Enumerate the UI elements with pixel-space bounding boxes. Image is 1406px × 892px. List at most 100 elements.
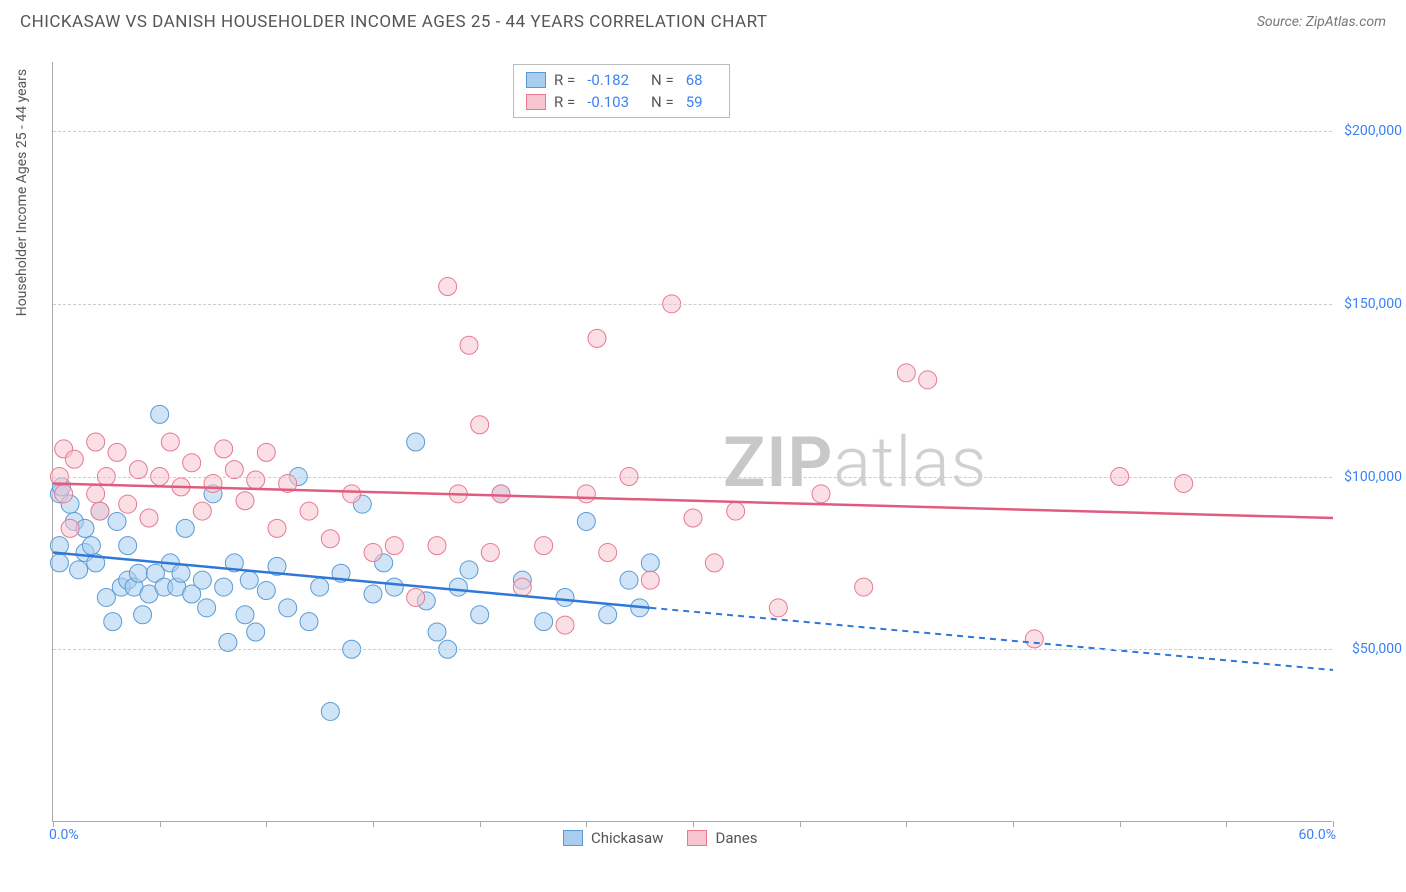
data-point bbox=[70, 561, 88, 579]
data-point bbox=[481, 544, 499, 562]
data-point bbox=[161, 433, 179, 451]
data-point bbox=[343, 485, 361, 503]
data-point bbox=[556, 588, 574, 606]
data-point bbox=[321, 702, 339, 720]
legend-stats-box: R =-0.182N =68R =-0.103N =59 bbox=[513, 64, 730, 118]
data-point bbox=[471, 416, 489, 434]
legend-stats-row: R =-0.103N =59 bbox=[514, 91, 729, 113]
data-point bbox=[449, 578, 467, 596]
data-point bbox=[134, 606, 152, 624]
data-point bbox=[193, 502, 211, 520]
plot-area: ZIPatlas R =-0.182N =68R =-0.103N =59 Ch… bbox=[52, 62, 1332, 822]
data-point bbox=[50, 554, 68, 572]
data-point bbox=[705, 554, 723, 572]
data-point bbox=[215, 440, 233, 458]
data-point bbox=[172, 564, 190, 582]
data-point bbox=[641, 554, 659, 572]
data-point bbox=[55, 485, 73, 503]
x-tick-mark bbox=[1120, 821, 1121, 827]
stat-r-label: R = bbox=[554, 71, 575, 89]
data-point bbox=[1025, 630, 1043, 648]
data-point bbox=[556, 616, 574, 634]
data-point bbox=[82, 537, 100, 555]
data-point bbox=[385, 537, 403, 555]
data-point bbox=[108, 443, 126, 461]
data-point bbox=[364, 544, 382, 562]
x-tick-mark bbox=[693, 821, 694, 827]
data-point bbox=[151, 405, 169, 423]
stat-r-value: -0.182 bbox=[587, 71, 629, 89]
data-point bbox=[620, 571, 638, 589]
data-point bbox=[727, 502, 745, 520]
gridline bbox=[53, 649, 1332, 650]
data-point bbox=[193, 571, 211, 589]
data-point bbox=[407, 588, 425, 606]
data-point bbox=[492, 485, 510, 503]
data-point bbox=[535, 613, 553, 631]
x-tick-mark bbox=[800, 821, 801, 827]
data-point bbox=[300, 613, 318, 631]
data-point bbox=[439, 278, 457, 296]
data-point bbox=[97, 588, 115, 606]
legend-swatch bbox=[563, 830, 583, 846]
legend-swatch bbox=[526, 94, 546, 110]
legend-label: Chickasaw bbox=[591, 829, 663, 847]
trend-line-extrap bbox=[650, 608, 1333, 670]
legend-stats-row: R = -0.182 N = 68 bbox=[514, 69, 729, 91]
gridline bbox=[53, 131, 1332, 132]
data-point bbox=[247, 623, 265, 641]
data-point bbox=[577, 485, 595, 503]
data-point bbox=[257, 443, 275, 461]
data-point bbox=[176, 519, 194, 537]
chart-header: CHICKASAW VS DANISH HOUSEHOLDER INCOME A… bbox=[0, 0, 1406, 40]
y-tick-label: $100,000 bbox=[1338, 469, 1402, 485]
data-point bbox=[460, 561, 478, 579]
stat-r-value: -0.103 bbox=[587, 93, 629, 111]
data-point bbox=[321, 530, 339, 548]
x-tick-label: 60.0% bbox=[1298, 827, 1336, 843]
stat-n-label: N = bbox=[651, 93, 674, 111]
chart-source: Source: ZipAtlas.com bbox=[1257, 14, 1386, 30]
legend-label: Danes bbox=[715, 829, 757, 847]
data-point bbox=[236, 606, 254, 624]
gridline bbox=[53, 477, 1332, 478]
x-tick-mark bbox=[266, 821, 267, 827]
data-point bbox=[407, 433, 425, 451]
data-point bbox=[247, 471, 265, 489]
data-point bbox=[87, 485, 105, 503]
data-point bbox=[119, 537, 137, 555]
data-point bbox=[300, 502, 318, 520]
data-point bbox=[215, 578, 233, 596]
data-point bbox=[104, 613, 122, 631]
stat-r-label: R = bbox=[554, 93, 575, 111]
stat-n-value: 68 bbox=[686, 71, 703, 89]
data-point bbox=[119, 495, 137, 513]
data-point bbox=[919, 371, 937, 389]
legend-swatch bbox=[687, 830, 707, 846]
data-point bbox=[812, 485, 830, 503]
data-point bbox=[61, 519, 79, 537]
legend-item: Chickasaw bbox=[563, 829, 663, 847]
x-tick-mark bbox=[1226, 821, 1227, 827]
data-point bbox=[198, 599, 216, 617]
x-tick-mark bbox=[373, 821, 374, 827]
y-tick-label: $150,000 bbox=[1338, 296, 1402, 312]
data-point bbox=[65, 450, 83, 468]
y-axis-label: Householder Income Ages 25 - 44 years bbox=[14, 69, 30, 316]
data-point bbox=[140, 509, 158, 527]
data-point bbox=[535, 537, 553, 555]
data-point bbox=[599, 606, 617, 624]
x-tick-mark bbox=[160, 821, 161, 827]
data-point bbox=[183, 454, 201, 472]
legend-item: Danes bbox=[687, 829, 757, 847]
data-point bbox=[471, 606, 489, 624]
data-point bbox=[599, 544, 617, 562]
stat-n-label: N = bbox=[651, 71, 674, 89]
chart-title: CHICKASAW VS DANISH HOUSEHOLDER INCOME A… bbox=[20, 12, 768, 32]
data-point bbox=[897, 364, 915, 382]
data-point bbox=[279, 599, 297, 617]
legend-series-box: Chickasaw Danes bbox=[563, 829, 757, 847]
data-point bbox=[240, 571, 258, 589]
data-point bbox=[769, 599, 787, 617]
legend-swatch bbox=[526, 72, 546, 88]
